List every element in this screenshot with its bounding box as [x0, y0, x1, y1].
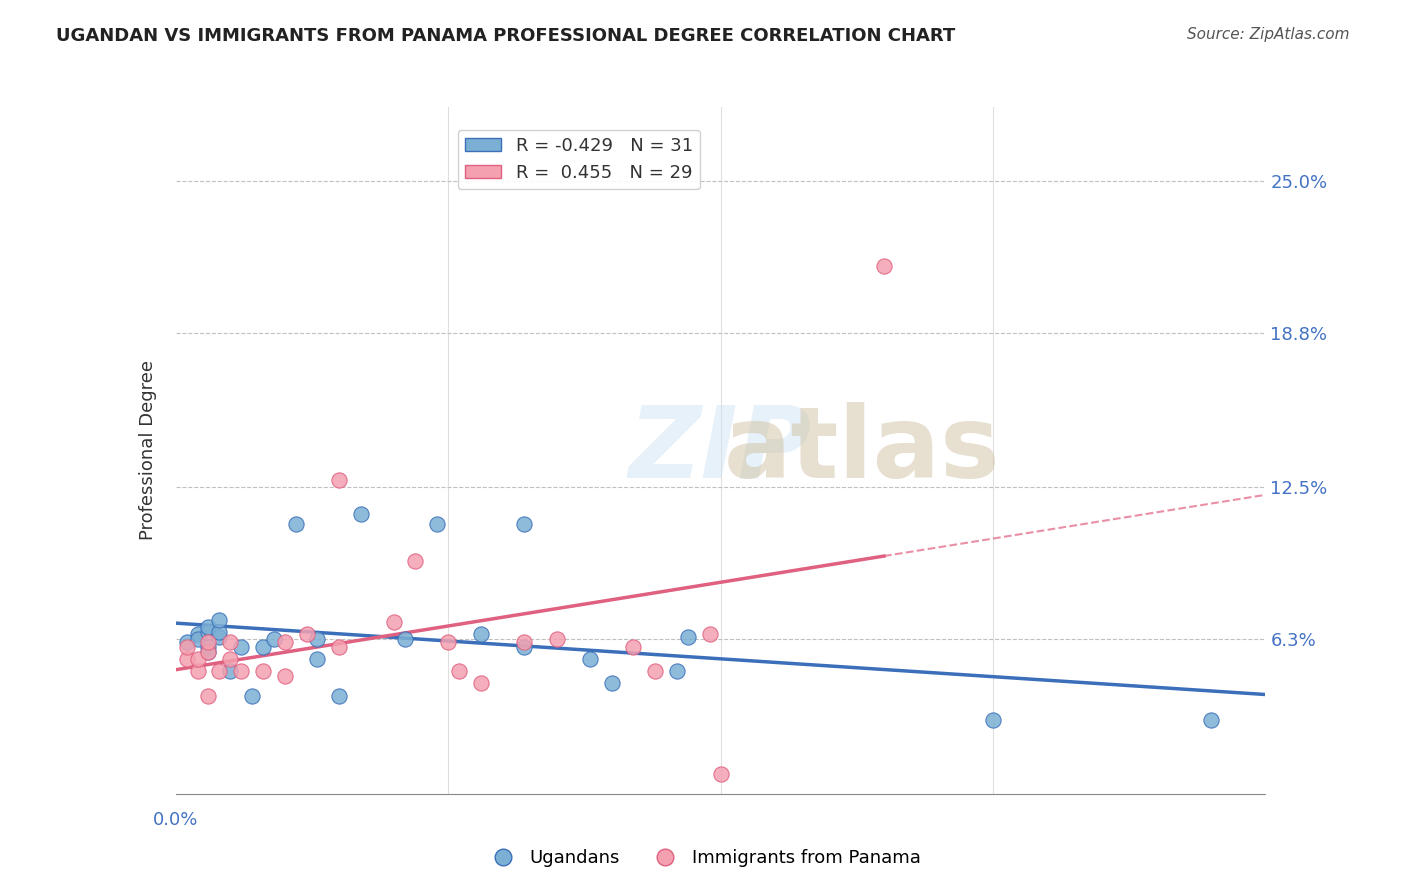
Ugandans — [197, 620, 219, 634]
Immigrants from Panama — [274, 635, 297, 649]
Text: Source: ZipAtlas.com: Source: ZipAtlas.com — [1187, 27, 1350, 42]
Ugandans — [666, 664, 689, 679]
Ugandans — [197, 640, 219, 654]
Immigrants from Panama — [470, 676, 492, 690]
Immigrants from Panama — [197, 644, 219, 658]
Legend: Ugandans, Immigrants from Panama: Ugandans, Immigrants from Panama — [478, 842, 928, 874]
Immigrants from Panama — [197, 689, 219, 703]
Immigrants from Panama — [546, 632, 568, 647]
Ugandans — [197, 644, 219, 658]
Immigrants from Panama — [644, 664, 666, 679]
Immigrants from Panama — [710, 767, 733, 781]
Immigrants from Panama — [328, 640, 350, 654]
Text: 0.0%: 0.0% — [153, 811, 198, 829]
Immigrants from Panama — [437, 635, 460, 649]
Ugandans — [470, 627, 492, 641]
Ugandans — [676, 630, 699, 644]
Ugandans — [307, 632, 329, 647]
Immigrants from Panama — [186, 664, 209, 679]
Text: UGANDAN VS IMMIGRANTS FROM PANAMA PROFESSIONAL DEGREE CORRELATION CHART: UGANDAN VS IMMIGRANTS FROM PANAMA PROFES… — [56, 27, 956, 45]
Immigrants from Panama — [447, 664, 470, 679]
Ugandans — [186, 627, 209, 641]
Immigrants from Panama — [208, 664, 231, 679]
Immigrants from Panama — [873, 260, 896, 274]
Ugandans — [284, 517, 307, 532]
Ugandans — [513, 517, 536, 532]
Immigrants from Panama — [176, 640, 198, 654]
Ugandans — [197, 624, 219, 639]
Ugandans — [350, 507, 373, 521]
Text: atlas: atlas — [724, 402, 1001, 499]
Ugandans — [328, 689, 350, 703]
Immigrants from Panama — [252, 664, 274, 679]
Immigrants from Panama — [176, 652, 198, 666]
Immigrants from Panama — [621, 640, 644, 654]
Ugandans — [186, 632, 209, 647]
Ugandans — [263, 632, 285, 647]
Immigrants from Panama — [295, 627, 318, 641]
Text: ZIP: ZIP — [628, 402, 813, 499]
Ugandans — [579, 652, 602, 666]
Immigrants from Panama — [699, 627, 721, 641]
Ugandans — [307, 652, 329, 666]
Immigrants from Panama — [328, 473, 350, 487]
Ugandans — [208, 613, 231, 627]
Immigrants from Panama — [219, 635, 242, 649]
Immigrants from Panama — [186, 652, 209, 666]
Immigrants from Panama — [382, 615, 405, 630]
Immigrants from Panama — [197, 635, 219, 649]
Y-axis label: Professional Degree: Professional Degree — [139, 360, 157, 541]
Ugandans — [231, 640, 253, 654]
Ugandans — [600, 676, 623, 690]
Ugandans — [513, 640, 536, 654]
Ugandans — [1199, 714, 1222, 728]
Immigrants from Panama — [231, 664, 253, 679]
Ugandans — [252, 640, 274, 654]
Ugandans — [240, 689, 263, 703]
Legend: R = -0.429   N = 31, R =  0.455   N = 29: R = -0.429 N = 31, R = 0.455 N = 29 — [458, 130, 700, 189]
Immigrants from Panama — [219, 652, 242, 666]
Immigrants from Panama — [513, 635, 536, 649]
Ugandans — [208, 630, 231, 644]
Ugandans — [426, 517, 449, 532]
Ugandans — [394, 632, 416, 647]
Ugandans — [219, 664, 242, 679]
Immigrants from Panama — [274, 669, 297, 683]
Immigrants from Panama — [405, 554, 427, 568]
Ugandans — [981, 714, 1004, 728]
Ugandans — [208, 624, 231, 639]
Ugandans — [176, 635, 198, 649]
